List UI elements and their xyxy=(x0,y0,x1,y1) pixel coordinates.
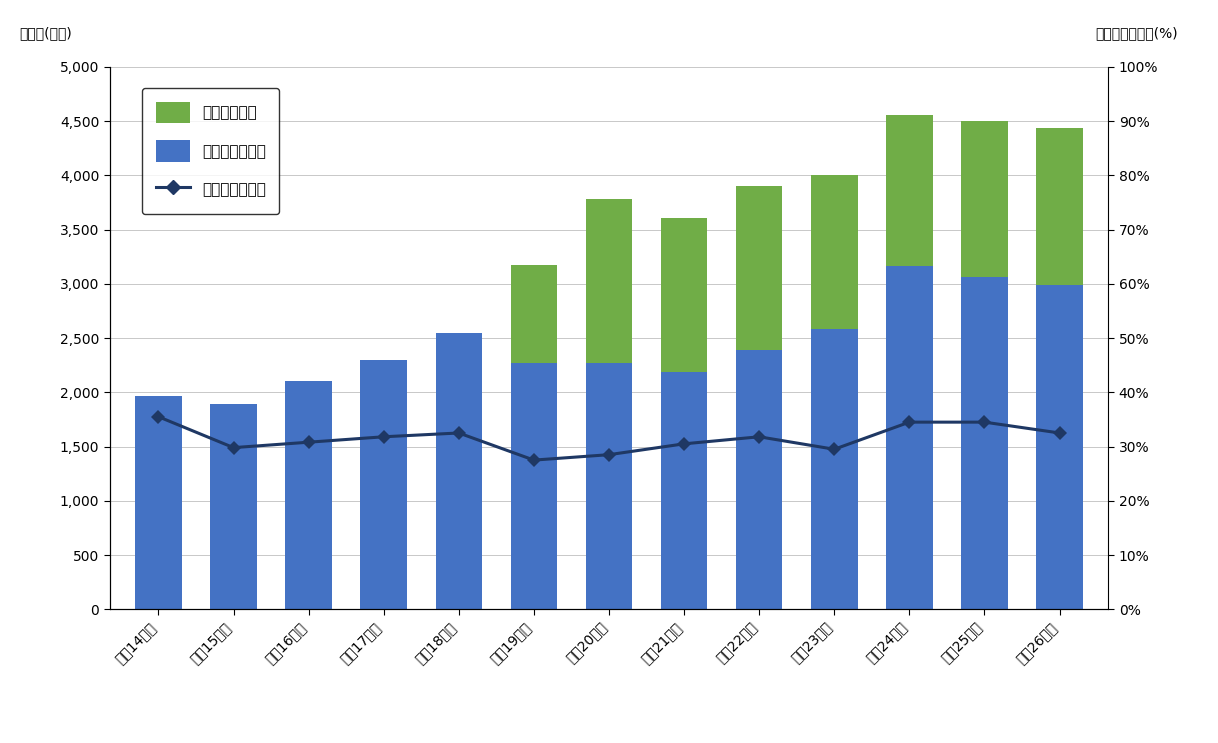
Bar xyxy=(1037,128,1083,285)
Bar xyxy=(661,218,708,372)
Bar xyxy=(361,360,407,609)
Bar xyxy=(736,186,782,350)
Bar xyxy=(961,121,1007,277)
Bar xyxy=(510,363,557,609)
Bar xyxy=(811,175,857,329)
Bar xyxy=(661,372,708,609)
Bar xyxy=(436,333,482,609)
Bar xyxy=(586,199,632,363)
Bar xyxy=(887,114,933,267)
Legend: 整備時回収量, 廃棄時等回収量, 廃棄時等回収率: 整備時回収量, 廃棄時等回収量, 廃棄時等回収率 xyxy=(143,88,279,214)
Text: 廃棄時等回収率(%): 廃棄時等回収率(%) xyxy=(1096,26,1178,39)
Bar xyxy=(1037,285,1083,609)
Bar xyxy=(510,265,557,363)
Bar xyxy=(135,395,181,609)
Bar xyxy=(586,363,632,609)
Bar xyxy=(961,277,1007,609)
Bar xyxy=(887,267,933,609)
Text: 回収量(トン): 回収量(トン) xyxy=(19,26,73,39)
Bar xyxy=(285,381,331,609)
Bar xyxy=(736,350,782,609)
Bar xyxy=(211,404,257,609)
Bar xyxy=(811,329,857,609)
